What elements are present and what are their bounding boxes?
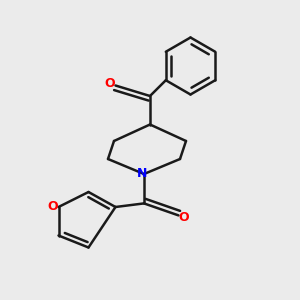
Text: O: O (178, 211, 189, 224)
Text: N: N (137, 167, 148, 180)
Text: O: O (105, 76, 116, 90)
Text: O: O (48, 200, 58, 213)
